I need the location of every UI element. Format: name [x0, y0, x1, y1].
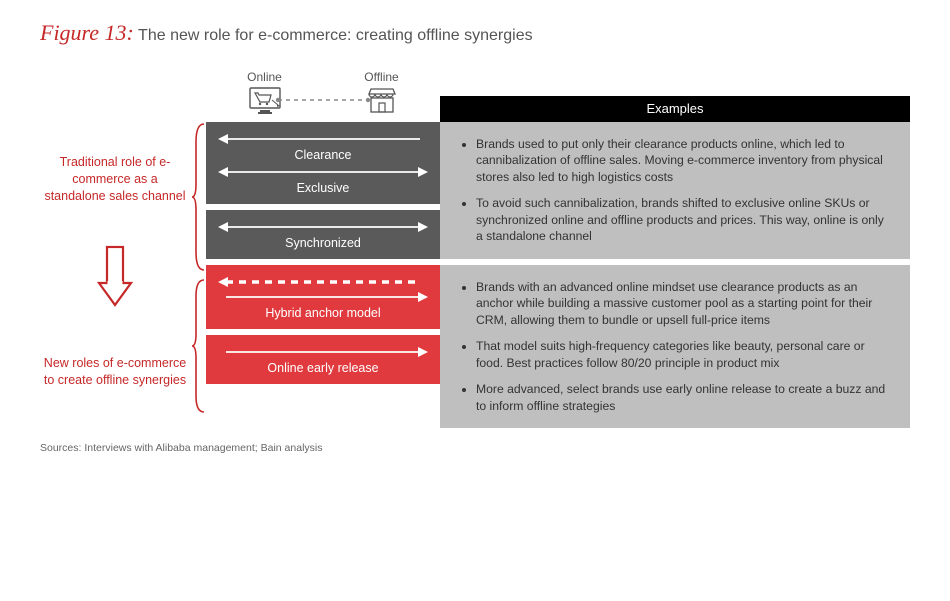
list-item: To avoid such cannibalization, brands sh…	[476, 195, 892, 244]
content: Traditional role of e-commerce as a stan…	[40, 70, 910, 434]
both-arrow-icon	[216, 221, 430, 233]
model-block: Hybrid anchor model	[206, 265, 440, 329]
examples-traditional: Brands used to put only their clearance …	[440, 122, 910, 259]
brace-col	[190, 70, 206, 414]
both-arrow-icon	[216, 166, 430, 178]
model-block: Clearance Exclusive	[206, 122, 440, 204]
label-new-roles: New roles of e-commerce to create offlin…	[40, 355, 190, 389]
middle-col: Online Offline	[206, 70, 440, 390]
header-online-label: Online	[206, 70, 323, 84]
header-offline-label: Offline	[323, 70, 440, 84]
list-item: Brands with an advanced online mindset u…	[476, 279, 892, 328]
new-blocks: Hybrid anchor model Online early release	[206, 265, 440, 384]
examples-header: Examples	[440, 96, 910, 122]
label-traditional: Traditional role of e-commerce as a stan…	[40, 154, 190, 205]
left-arrow-icon	[216, 133, 430, 145]
model-row-label: Hybrid anchor model	[216, 306, 430, 321]
list-item: Brands used to put only their clearance …	[476, 136, 892, 185]
sources: Sources: Interviews with Alibaba managem…	[40, 442, 910, 454]
list-item: More advanced, select brands use early o…	[476, 381, 892, 414]
model-row-label: Online early release	[216, 361, 430, 376]
brace-top-icon	[190, 122, 206, 272]
figure-title: Figure 13: The new role for e-commerce: …	[40, 20, 910, 46]
right-arrow-icon	[216, 346, 430, 358]
model-row-label: Synchronized	[216, 236, 430, 251]
list-item: That model suits high-frequency categori…	[476, 338, 892, 371]
left-labels-col: Traditional role of e-commerce as a stan…	[40, 70, 190, 427]
left-arrow-icon	[216, 276, 430, 288]
figure-number: Figure 13:	[40, 20, 134, 45]
figure-title-text: The new role for e-commerce: creating of…	[138, 27, 533, 44]
examples-col: Examples Brands used to put only their c…	[440, 70, 910, 434]
right-arrow-icon	[216, 291, 430, 303]
model-block: Online early release	[206, 335, 440, 384]
traditional-blocks: Clearance Exclusive Synchronized	[206, 122, 440, 259]
examples-new: Brands with an advanced online mindset u…	[440, 265, 910, 428]
model-row-label: Clearance	[216, 148, 430, 163]
brace-bottom-icon	[190, 278, 206, 414]
model-block: Synchronized	[206, 210, 440, 259]
down-arrow-icon	[93, 245, 137, 309]
model-row-label: Exclusive	[216, 181, 430, 196]
